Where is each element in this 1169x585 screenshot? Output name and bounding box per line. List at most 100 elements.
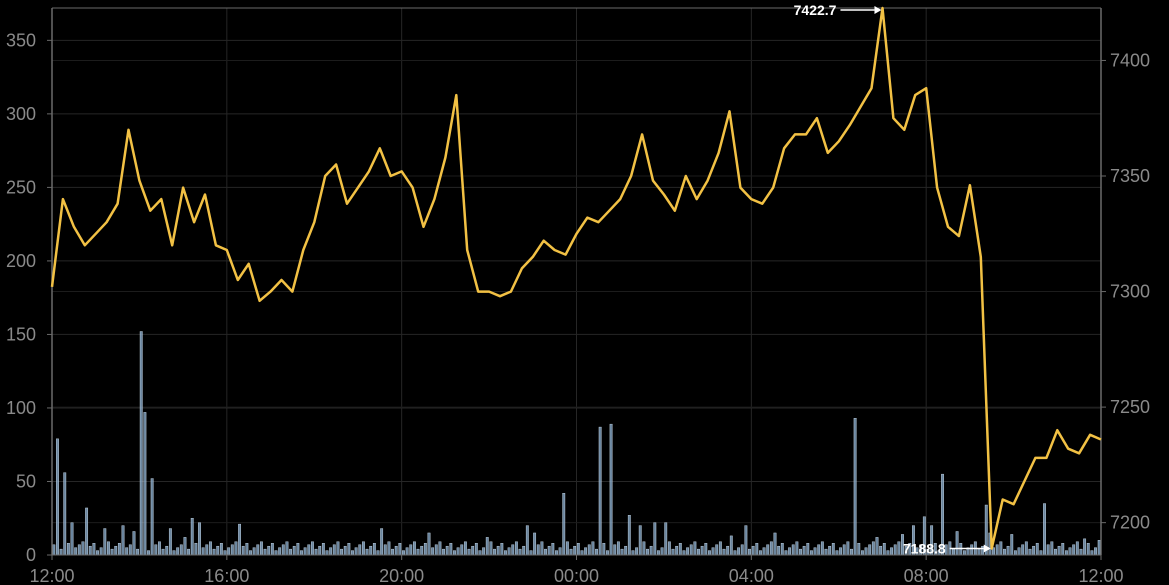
- volume-bar: [238, 523, 242, 556]
- volume-bar: [107, 541, 110, 556]
- volume-bar: [427, 532, 431, 556]
- price-annotations: 7422.7 7188.8: [794, 2, 991, 557]
- volume-bar: [977, 548, 981, 556]
- volume-bar: [365, 548, 369, 556]
- volume-bar: [1086, 543, 1090, 556]
- volume-bar: [285, 541, 289, 556]
- volume-bar: [198, 522, 201, 556]
- left-tick-label: 0: [26, 545, 36, 565]
- volume-bar: [518, 548, 522, 556]
- volume-bar: [864, 547, 868, 556]
- volume-bar: [715, 544, 719, 556]
- volume-bar: [292, 545, 296, 556]
- volume-bar: [624, 545, 628, 556]
- volume-bar: [445, 545, 449, 556]
- right-tick-label: 7200: [1110, 513, 1150, 533]
- volume-bar: [824, 548, 828, 556]
- volume-bar: [394, 545, 398, 556]
- volume-bar: [1072, 544, 1076, 556]
- volume-bar: [314, 548, 318, 556]
- volume-bar: [598, 426, 602, 556]
- volume-bar: [547, 545, 551, 556]
- volume-bar: [63, 472, 67, 556]
- volume-bar: [307, 544, 311, 556]
- volume-bar: [416, 548, 420, 556]
- volume-bar: [456, 547, 460, 556]
- volume-bar: [995, 544, 999, 556]
- volume-bar: [868, 544, 872, 556]
- left-tick-label: 300: [6, 104, 36, 124]
- volume-bar: [718, 541, 722, 556]
- volume-bar: [653, 522, 657, 556]
- volume-bar: [555, 550, 558, 556]
- volume-bar: [551, 543, 555, 556]
- volume-bar: [351, 550, 354, 556]
- volume-bar: [121, 525, 125, 556]
- volume-bar: [970, 544, 974, 556]
- volume-bar: [325, 550, 329, 556]
- volume-bar: [311, 541, 314, 556]
- volume-bar: [893, 544, 897, 556]
- volume-bar: [409, 544, 413, 556]
- volume-bar: [595, 548, 598, 556]
- volume-bar: [522, 545, 526, 556]
- volume-bar: [649, 545, 653, 556]
- right-axis-ticks: 7200 7250 7300 7350 7400: [1101, 50, 1150, 533]
- left-tick-label: 50: [16, 471, 36, 491]
- left-tick-label: 100: [6, 398, 36, 418]
- volume-bar: [504, 550, 507, 556]
- volume-bar: [114, 545, 118, 556]
- volume-bar: [722, 548, 726, 556]
- volume-bar: [96, 550, 99, 556]
- volume-bar: [132, 531, 136, 556]
- volume-bar: [66, 543, 70, 556]
- volume-bar: [249, 550, 252, 556]
- volume-bar: [329, 547, 333, 556]
- x-tick-label: 20:00: [379, 566, 424, 585]
- volume-bar: [795, 541, 799, 556]
- volume-bar: [467, 548, 471, 556]
- volume-bar: [336, 541, 340, 556]
- volume-bar: [376, 550, 380, 556]
- volume-bar: [602, 543, 606, 556]
- right-tick-label: 7250: [1110, 397, 1150, 417]
- volume-bar: [1017, 547, 1021, 556]
- volume-bar: [1010, 534, 1014, 556]
- volume-bar: [274, 550, 278, 556]
- price-line: [50, 6, 1102, 550]
- volume-bar: [212, 548, 216, 556]
- volume-bar: [380, 528, 384, 556]
- annotation-arrowhead-max: [874, 6, 882, 14]
- volume-bar: [1006, 545, 1010, 556]
- volume-bar: [573, 545, 577, 556]
- volume-bar: [1039, 550, 1043, 556]
- volume-bar: [751, 545, 755, 556]
- volume-bar: [478, 550, 482, 556]
- volume-bar: [1054, 548, 1057, 556]
- volume-bar: [194, 543, 198, 556]
- volume-bar: [562, 493, 566, 556]
- volume-bar: [289, 548, 292, 556]
- volume-bar: [875, 537, 879, 556]
- volume-bar: [103, 528, 107, 556]
- volume-bar: [897, 541, 901, 556]
- volume-bar: [438, 541, 442, 556]
- volume-bar: [190, 518, 194, 556]
- volume-bar: [496, 545, 500, 556]
- annotation-label-max: 7422.7: [794, 2, 837, 18]
- volume-bar: [412, 541, 416, 556]
- x-tick-label: 16:00: [204, 566, 249, 585]
- volume-bar: [77, 544, 81, 556]
- volume-bar: [354, 547, 358, 556]
- x-tick-label: 08:00: [904, 566, 949, 585]
- volume-bar: [296, 543, 300, 556]
- volume-bar: [766, 544, 770, 556]
- volume-bar: [158, 541, 161, 556]
- volume-bar: [1094, 547, 1097, 556]
- volume-bar: [347, 543, 351, 556]
- x-tick-label: 04:00: [729, 566, 774, 585]
- volume-bar: [613, 544, 617, 556]
- volume-bar: [850, 548, 853, 556]
- volume-bar: [383, 544, 387, 556]
- volume-bar: [219, 543, 223, 556]
